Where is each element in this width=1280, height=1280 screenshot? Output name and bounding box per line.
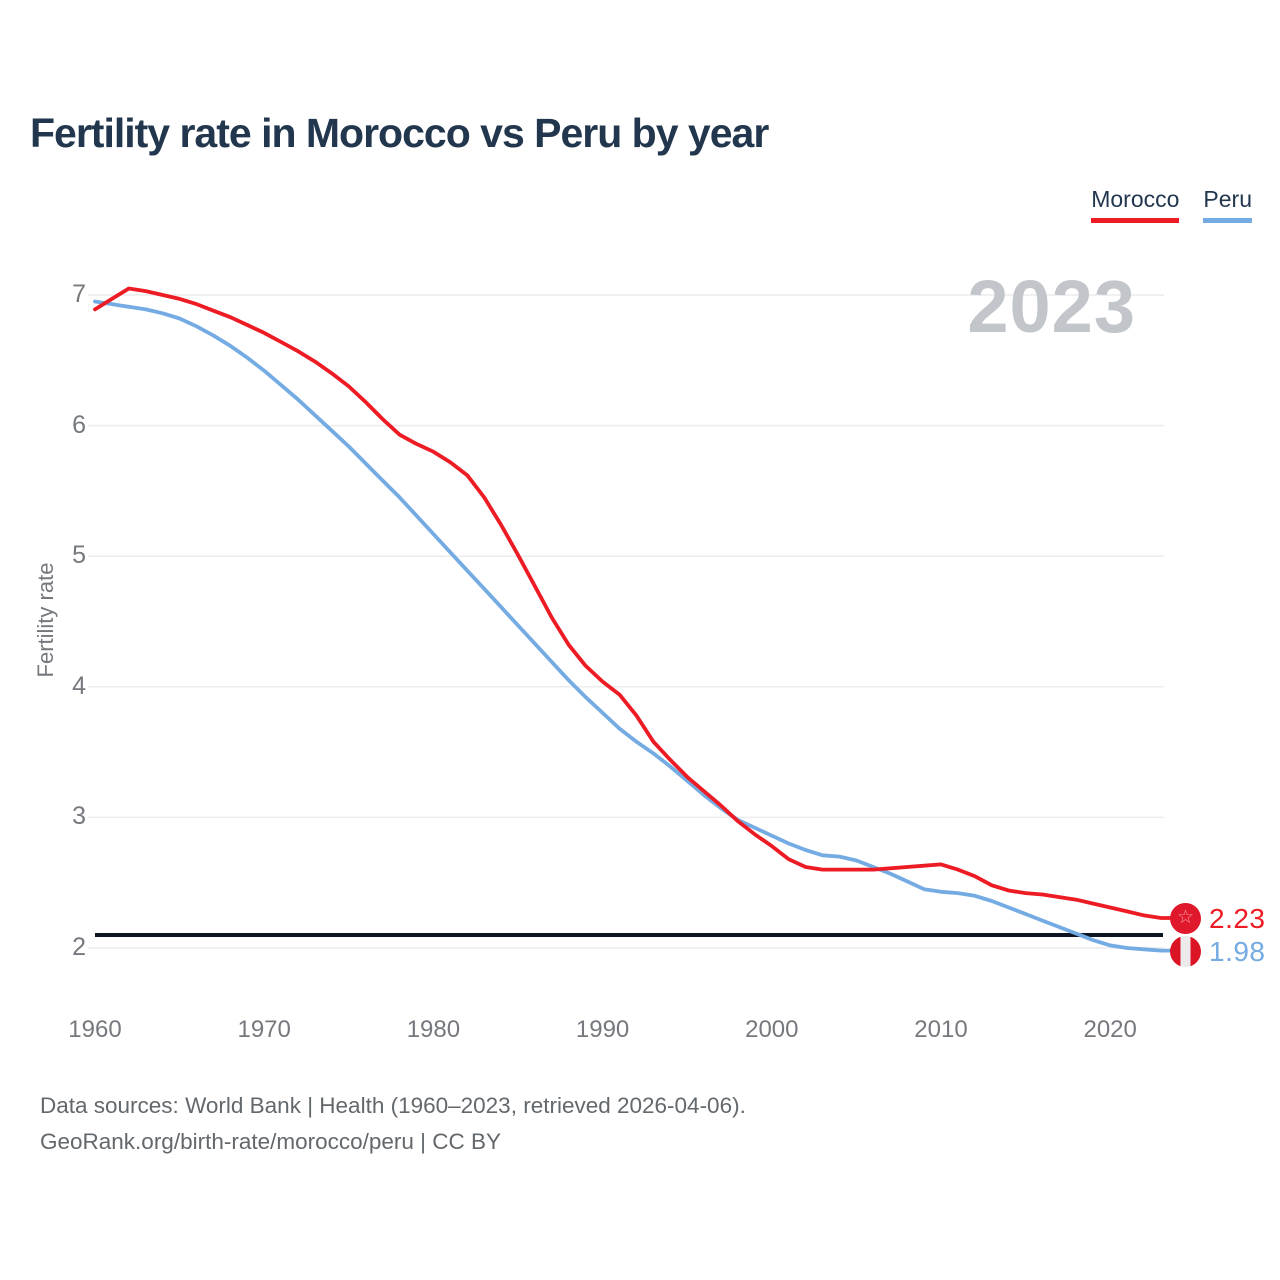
footer-sources-line: Data sources: World Bank | Health (1960–… [40,1093,746,1118]
morocco-flag-icon: ☆ [1170,903,1201,934]
x-tick-label-2020: 2020 [1083,1016,1137,1043]
morocco-end-label: ☆ 2.23 [1170,903,1266,934]
morocco-star-icon: ☆ [1176,907,1195,928]
morocco-line[interactable] [93,286,1175,920]
y-tick-label-4: 4 [72,671,86,700]
peru-flag-icon [1170,936,1201,967]
x-tick-label-1990: 1990 [575,1016,630,1043]
peru-line[interactable] [93,299,1175,953]
x-tick-label-1960: 1960 [68,1016,122,1043]
y-tick-label-5: 5 [72,541,86,570]
x-tick-label-2010: 2010 [914,1016,968,1043]
x-tick-label-1980: 1980 [406,1016,461,1043]
watermark-year: 2023 [967,265,1136,348]
page-title: Fertility rate in Morocco vs Peru by yea… [30,110,769,156]
x-tick-label-1970: 1970 [237,1016,291,1043]
y-tick-label-3: 3 [72,802,86,831]
legend: Morocco Peru [1091,186,1252,223]
morocco-end-value: 2.23 [1209,902,1266,934]
footer-attribution-line: GeoRank.org/birth-rate/morocco/peru | CC… [40,1129,502,1154]
y-tick-label-2: 2 [72,933,86,961]
footer: Data sources: World Bank | Health (1960–… [40,1088,746,1160]
legend-item-morocco[interactable]: Morocco [1091,186,1180,223]
legend-item-peru[interactable]: Peru [1203,186,1252,223]
peru-end-label: 1.98 [1170,936,1266,967]
y-tick-label-6: 6 [72,410,86,439]
peru-end-value: 1.98 [1209,935,1266,967]
x-tick-label-2000: 2000 [745,1016,799,1043]
y-tick-label-7: 7 [72,280,86,308]
